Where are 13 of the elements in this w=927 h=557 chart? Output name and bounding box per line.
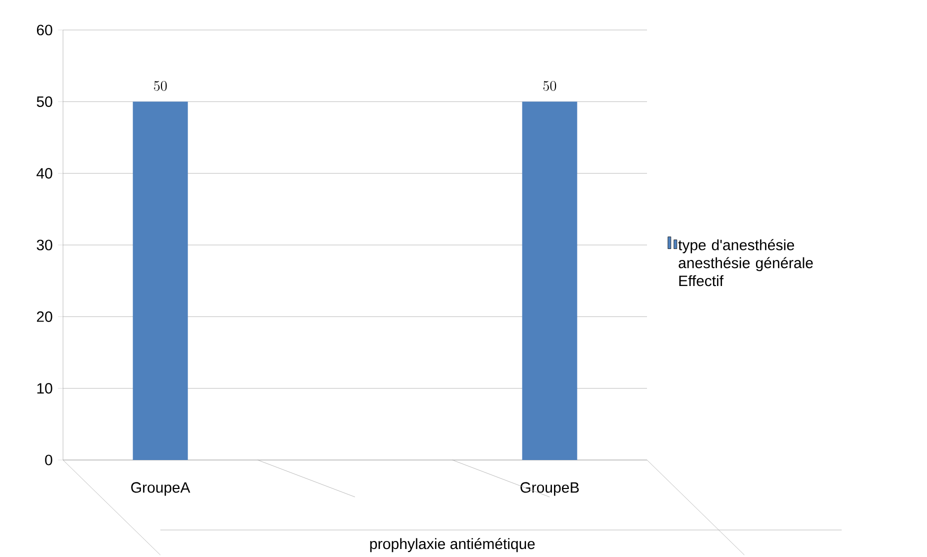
y-tick-label: 40 (36, 168, 52, 179)
y-tick-label: 30 (36, 240, 52, 250)
y-tick-label: 10 (37, 383, 52, 394)
legend-label: type d'anesthésie anesthésie générale Effectif (678, 239, 813, 286)
x-tick-label: GroupeA (131, 482, 190, 496)
y-tick-label: 50 (36, 96, 52, 107)
y-tick-label: 20 (36, 311, 52, 322)
y-tick-label: 0 (45, 454, 52, 466)
x-axis-title: prophylaxie antiémétique (370, 538, 535, 552)
x-tick-label: GroupeB (520, 482, 579, 496)
data-label: 50 (543, 80, 556, 91)
data-label: 50 (154, 80, 167, 91)
y-tick-label: 60 (36, 24, 52, 36)
